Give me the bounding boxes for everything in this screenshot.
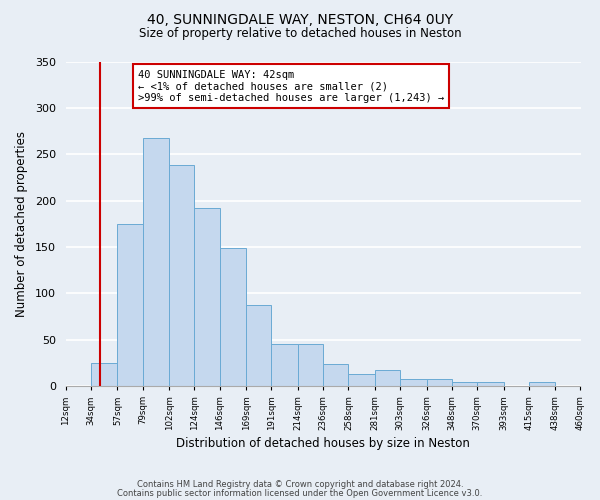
Text: 40 SUNNINGDALE WAY: 42sqm
← <1% of detached houses are smaller (2)
>99% of semi-: 40 SUNNINGDALE WAY: 42sqm ← <1% of detac… xyxy=(138,70,444,103)
Bar xyxy=(169,166,194,386)
Text: Contains HM Land Registry data © Crown copyright and database right 2024.: Contains HM Land Registry data © Crown c… xyxy=(137,480,463,489)
Bar xyxy=(477,382,503,386)
Bar xyxy=(375,370,400,386)
Bar xyxy=(118,224,143,386)
Bar xyxy=(220,248,246,386)
Bar xyxy=(427,378,452,386)
Bar xyxy=(246,304,271,386)
Text: Contains public sector information licensed under the Open Government Licence v3: Contains public sector information licen… xyxy=(118,489,482,498)
Bar xyxy=(143,138,169,386)
Bar xyxy=(349,374,375,386)
Bar xyxy=(194,208,220,386)
Bar xyxy=(271,344,298,386)
Bar xyxy=(452,382,477,386)
Bar xyxy=(91,363,118,386)
Bar xyxy=(323,364,349,386)
Bar xyxy=(529,382,555,386)
Bar xyxy=(400,378,427,386)
Y-axis label: Number of detached properties: Number of detached properties xyxy=(15,131,28,317)
X-axis label: Distribution of detached houses by size in Neston: Distribution of detached houses by size … xyxy=(176,437,470,450)
Text: 40, SUNNINGDALE WAY, NESTON, CH64 0UY: 40, SUNNINGDALE WAY, NESTON, CH64 0UY xyxy=(147,12,453,26)
Text: Size of property relative to detached houses in Neston: Size of property relative to detached ho… xyxy=(139,28,461,40)
Bar xyxy=(298,344,323,386)
